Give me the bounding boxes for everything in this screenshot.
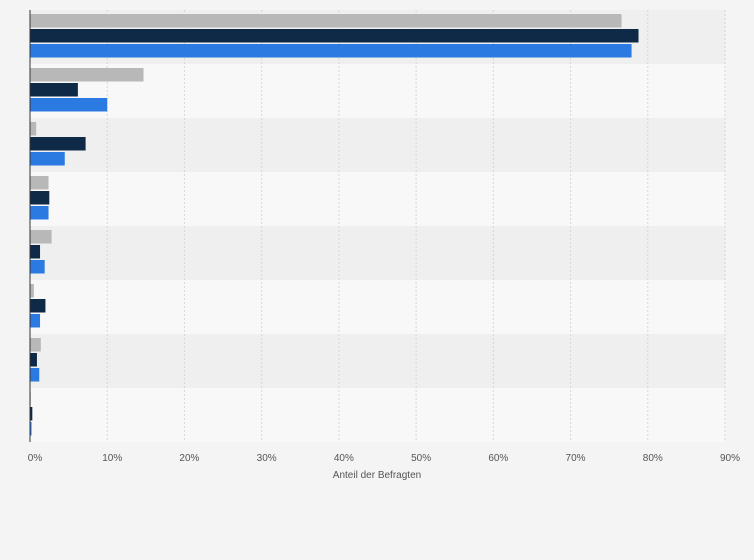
x-tick-label: 40% <box>334 453 354 464</box>
row-bands <box>30 10 725 442</box>
bar <box>30 176 49 190</box>
x-tick-label: 60% <box>488 453 508 464</box>
bar <box>30 152 65 166</box>
bar <box>30 284 34 298</box>
bar <box>30 353 37 367</box>
x-tick-labels: 0% 10% 20% 30% 40% 50% 60% 70% 80% 90% <box>28 453 740 464</box>
bar <box>30 407 33 421</box>
bar <box>30 368 40 382</box>
row-band <box>30 118 725 172</box>
row-band <box>30 172 725 226</box>
bar <box>30 314 41 328</box>
x-tick-label: 30% <box>257 453 277 464</box>
x-tick-label: 80% <box>643 453 663 464</box>
bar <box>30 122 37 136</box>
x-tick-label: 50% <box>411 453 431 464</box>
bar <box>30 299 46 313</box>
bar <box>30 422 32 436</box>
row-band <box>30 388 725 442</box>
bar <box>30 98 108 112</box>
bar <box>30 230 52 244</box>
row-band <box>30 334 725 388</box>
row-band <box>30 226 725 280</box>
bar <box>30 14 622 28</box>
gridlines <box>106 10 726 442</box>
x-tick-label: 90% <box>720 453 740 464</box>
x-tick-label: 0% <box>28 453 43 464</box>
bar <box>30 245 41 259</box>
bar <box>30 137 86 151</box>
bar <box>30 44 632 58</box>
bar <box>30 338 41 352</box>
bar <box>30 83 78 97</box>
bar <box>30 68 144 82</box>
x-tick-label: 70% <box>566 453 586 464</box>
bars <box>30 14 639 436</box>
x-tick-label: 20% <box>179 453 199 464</box>
row-band <box>30 280 725 334</box>
bar <box>30 260 45 274</box>
x-tick-label: 10% <box>102 453 122 464</box>
x-axis-title: Anteil der Befragten <box>333 470 421 481</box>
bar <box>30 206 49 220</box>
row-band <box>30 64 725 118</box>
bar <box>30 29 639 43</box>
bar <box>30 191 50 205</box>
